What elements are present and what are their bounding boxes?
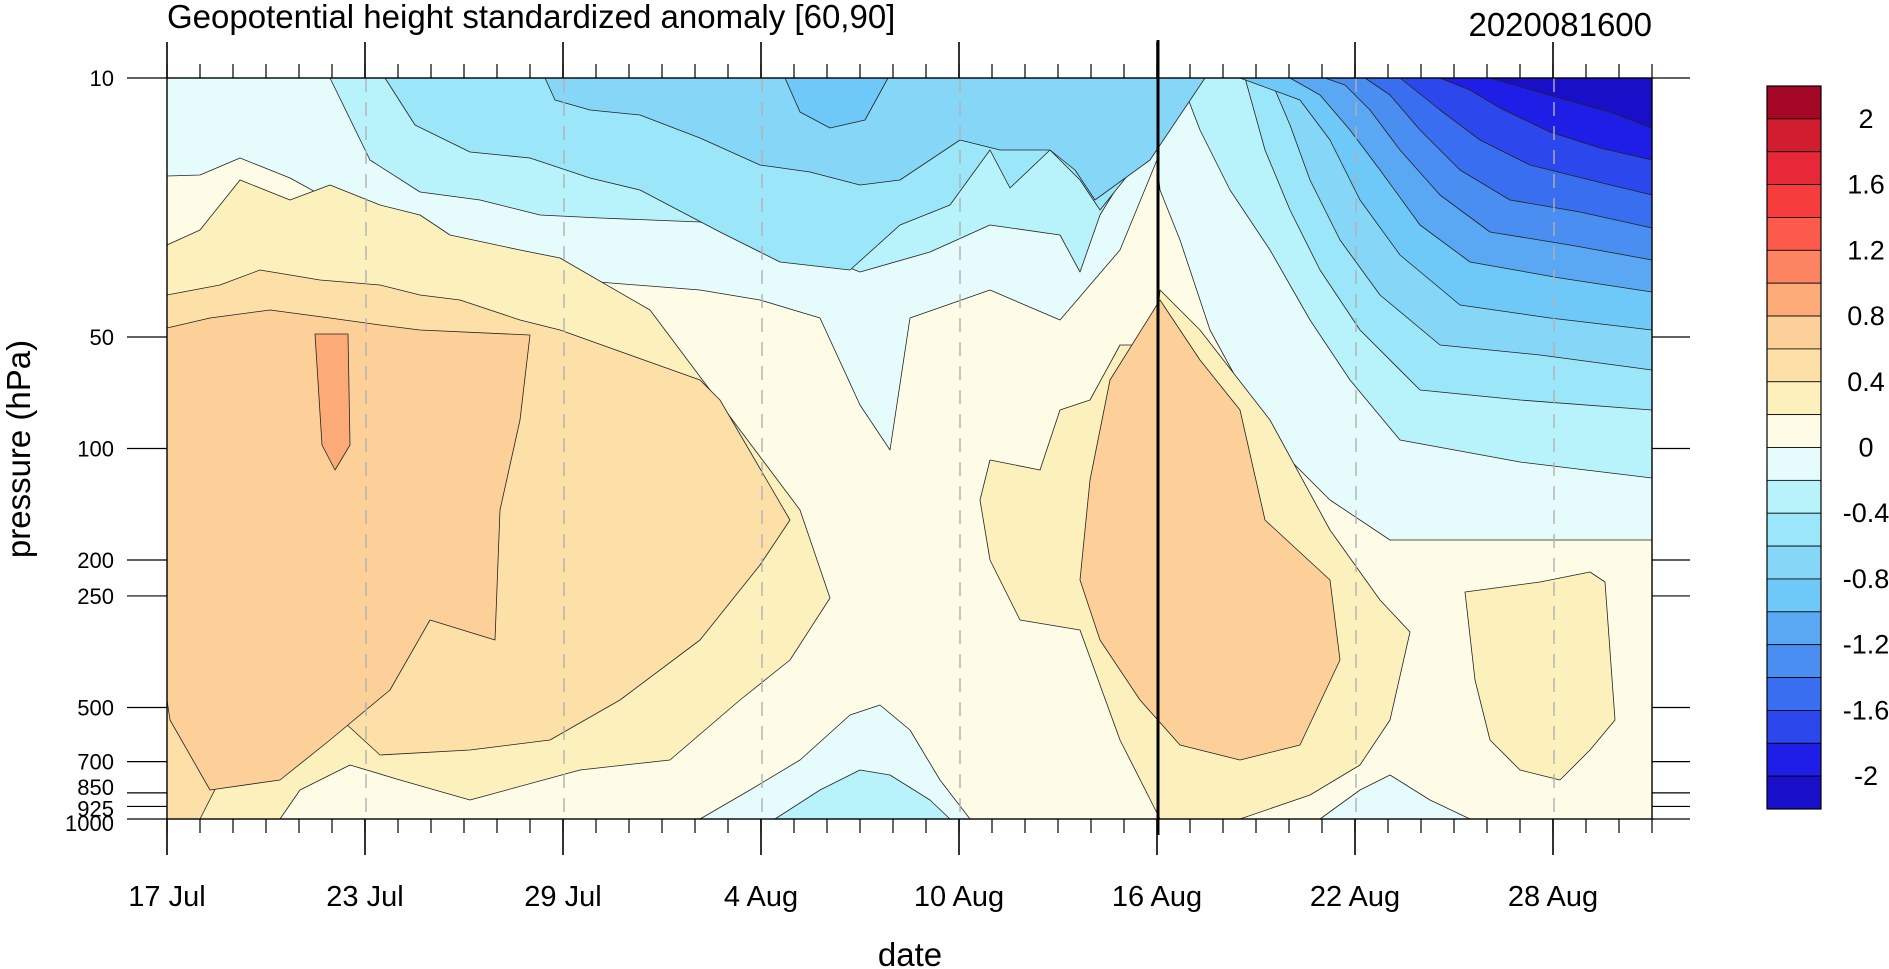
y-tick-label: 500 xyxy=(77,695,114,720)
contour-region-pos-0-8-left xyxy=(314,333,351,471)
y-tick-label: 100 xyxy=(77,437,114,462)
colorbar-label: 1.2 xyxy=(1847,235,1885,265)
colorbar-label: -2 xyxy=(1854,761,1878,791)
colorbar-label: -1.2 xyxy=(1843,630,1889,660)
y-tick-label: 250 xyxy=(77,584,114,609)
x-axis-title: date xyxy=(878,936,942,969)
chart-title: Geopotential height standardized anomaly… xyxy=(167,0,895,35)
colorbar xyxy=(1766,85,1822,810)
colorbar-swatch xyxy=(1766,611,1822,646)
contour-region-pos-0-6-left xyxy=(166,309,531,791)
colorbar-swatch xyxy=(1766,447,1822,481)
y-tick-label: 50 xyxy=(90,325,114,350)
y-tick-label: 1000 xyxy=(65,811,114,836)
colorbar-swatch xyxy=(1766,118,1822,153)
colorbar-label: 2 xyxy=(1858,104,1873,134)
y-tick-label: 200 xyxy=(77,548,114,573)
colorbar-swatch xyxy=(1766,85,1822,120)
x-tick-label: 23 Jul xyxy=(326,881,403,913)
colorbar-swatch xyxy=(1766,315,1822,350)
colorbar-swatch xyxy=(1766,710,1822,744)
x-tick-label: 22 Aug xyxy=(1310,881,1400,913)
colorbar-swatch xyxy=(1766,512,1822,547)
x-tick-label: 28 Aug xyxy=(1508,881,1598,913)
colorbar-swatch xyxy=(1766,414,1822,448)
pressure-level-lines xyxy=(127,77,1690,820)
colorbar-swatch xyxy=(1766,282,1822,317)
colorbar-swatch xyxy=(1766,381,1822,416)
plot-frame xyxy=(166,77,1653,820)
x-tick-label: 16 Aug xyxy=(1112,881,1202,913)
colorbar-frame xyxy=(1766,85,1822,810)
contour-fills xyxy=(166,77,1653,820)
plot-area xyxy=(127,40,1690,835)
colorbar-label: 1.6 xyxy=(1847,170,1885,200)
y-axis-title: pressure (hPa) xyxy=(0,340,37,558)
y-tick-label: 10 xyxy=(90,66,114,91)
contour-region-pos-0-4-mid xyxy=(1079,299,1341,761)
y-tick-label: 850 xyxy=(77,775,114,800)
x-tick-label: 29 Jul xyxy=(524,881,601,913)
colorbar-swatch xyxy=(1766,677,1822,711)
date-label: 2020081600 xyxy=(1468,6,1652,43)
x-tick-label: 17 Jul xyxy=(128,881,205,913)
contour-region-pos-0-2-right xyxy=(1464,571,1616,781)
colorbar-swatch xyxy=(1766,545,1822,580)
colorbar-swatch xyxy=(1766,479,1822,514)
colorbar-label: 0 xyxy=(1858,433,1873,463)
colorbar-swatch xyxy=(1766,644,1822,678)
y-tick-label: 700 xyxy=(77,750,114,775)
colorbar-label: 0.4 xyxy=(1847,367,1885,397)
colorbar-label: -1.6 xyxy=(1843,695,1889,725)
colorbar-swatch xyxy=(1766,578,1822,613)
colorbar-swatch xyxy=(1766,775,1822,810)
colorbar-label: -0.8 xyxy=(1843,564,1889,594)
colorbar-swatch xyxy=(1766,184,1822,218)
x-tick-label: 10 Aug xyxy=(914,881,1004,913)
colorbar-label: -0.4 xyxy=(1843,498,1889,528)
y-tick-label: 925 xyxy=(77,796,114,821)
colorbar-swatch xyxy=(1766,249,1822,284)
colorbar-swatch xyxy=(1766,151,1822,185)
colorbar-swatch xyxy=(1766,742,1822,777)
dashed-gridlines xyxy=(365,78,1555,819)
x-tick-label: 4 Aug xyxy=(724,881,798,913)
colorbar-swatch xyxy=(1766,217,1822,251)
colorbar-labels: 2 1.6 1.2 0.8 0.4 0 -0.4 -0.8 -1.2 -1.6 -2 xyxy=(1843,104,1889,791)
colorbar-label: 0.8 xyxy=(1847,301,1885,331)
colorbar-swatch xyxy=(1766,348,1822,383)
x-axis: 17 Jul 23 Jul 29 Jul 4 Aug 10 Aug 16 Aug 22 Au… xyxy=(128,42,1598,913)
